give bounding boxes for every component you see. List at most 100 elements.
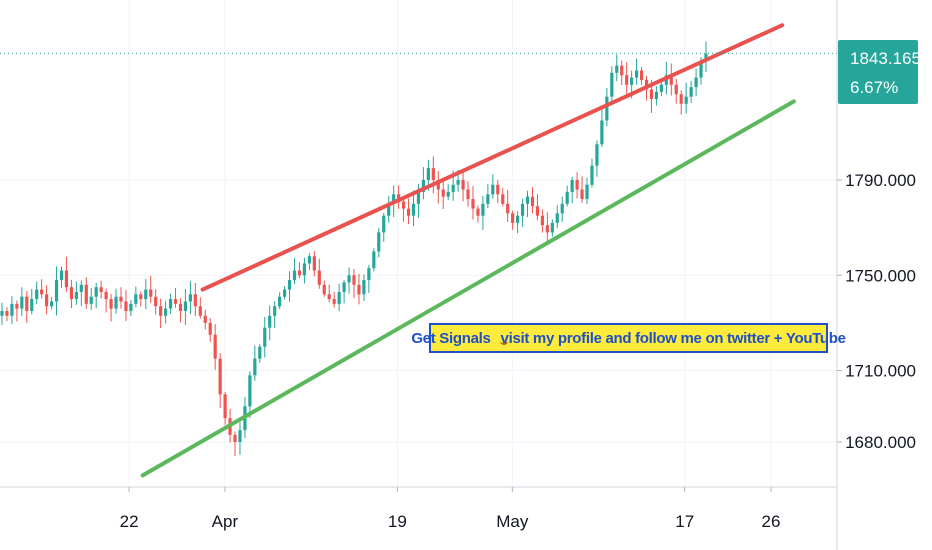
time-axis[interactable]: 22 Apr 19 May 17 26	[120, 487, 781, 531]
candle-body	[674, 84, 678, 95]
candle-body	[377, 232, 381, 252]
candle-body	[69, 287, 74, 300]
candle-body	[570, 180, 574, 192]
last-price-badge: 1843.165 6.67%	[838, 40, 921, 104]
candle-body	[347, 275, 351, 283]
candle-body	[654, 91, 659, 100]
candle-body	[307, 256, 311, 264]
candle-body	[79, 284, 83, 292]
candle-body	[367, 268, 371, 281]
candle-body	[605, 96, 609, 121]
last-price-badge-bg	[838, 40, 918, 104]
support-trendline	[140, 99, 796, 478]
candle-body	[476, 208, 480, 216]
candle-body	[555, 213, 559, 223]
candle-body	[694, 77, 698, 88]
candle-body	[223, 394, 227, 419]
candle-body	[401, 201, 406, 209]
candle-body	[0, 311, 4, 316]
candle-body	[268, 315, 272, 328]
candle-body	[530, 196, 535, 207]
candle-body	[20, 296, 24, 309]
candle-body	[134, 294, 138, 304]
time-tick-label: May	[496, 512, 529, 531]
candle-body	[520, 203, 525, 216]
banner-text-part1: Get Signals	[411, 329, 491, 347]
candle-body	[35, 289, 39, 300]
candle-body	[208, 322, 212, 335]
candle-body	[292, 270, 297, 281]
candle-body	[669, 75, 673, 85]
candle-body	[436, 180, 440, 190]
candle-body	[392, 194, 396, 204]
signals-banner: Get Signals visit my profile and follow …	[411, 323, 846, 353]
candle-body	[496, 184, 500, 195]
candle-body	[471, 199, 475, 209]
candle-body	[64, 270, 69, 288]
candle-body	[406, 208, 411, 216]
candle-body	[45, 294, 49, 307]
time-tick-label: Apr	[212, 512, 239, 531]
candle-body	[649, 89, 654, 100]
candle-body	[352, 275, 356, 285]
candle-body	[704, 53, 708, 61]
candle-body	[198, 306, 202, 316]
candle-body	[506, 203, 510, 214]
candle-body	[441, 189, 445, 197]
candle-body	[59, 270, 64, 281]
candle-body	[89, 296, 93, 304]
candle-body	[337, 291, 341, 304]
candle-body	[689, 87, 693, 97]
candle-body	[545, 225, 549, 233]
price-tick-label: 1790.000	[845, 171, 916, 190]
candle-body	[387, 203, 391, 216]
candle-body	[491, 184, 495, 195]
candle-body	[218, 358, 222, 395]
candle-body	[456, 180, 460, 185]
candle-body	[263, 327, 267, 347]
candle-body	[10, 303, 14, 316]
candle-body	[253, 358, 257, 376]
candle-body	[297, 270, 302, 276]
candle-body	[600, 120, 604, 145]
candle-body	[451, 184, 455, 192]
candle-body	[154, 296, 158, 307]
candle-body	[550, 222, 554, 233]
candle-body	[327, 294, 331, 300]
candle-body	[203, 315, 207, 323]
candle-body	[357, 284, 361, 295]
candle-body	[679, 94, 683, 104]
time-tick-label: 26	[762, 512, 781, 531]
candles	[0, 41, 708, 457]
price-axis[interactable]: 1790.000 1750.000 1710.000 1680.000	[837, 171, 916, 452]
candle-body	[540, 215, 544, 226]
price-tick-label: 1750.000	[845, 266, 916, 285]
candle-body	[644, 79, 649, 90]
candle-body	[620, 65, 624, 76]
candle-body	[426, 168, 430, 180]
candle-body	[40, 289, 44, 295]
candle-body	[173, 299, 178, 304]
time-tick-label: 17	[675, 512, 694, 531]
candle-body	[84, 284, 88, 304]
candle-body	[213, 334, 217, 359]
candle-body	[466, 189, 470, 200]
candle-body	[634, 70, 639, 78]
candle-body	[109, 299, 113, 309]
candle-body	[278, 296, 282, 307]
candle-body	[129, 303, 133, 311]
candle-body	[565, 191, 569, 204]
candle-body	[139, 294, 143, 300]
candle-body	[580, 189, 584, 200]
candle-body	[15, 303, 19, 309]
candle-body	[362, 280, 366, 295]
candle-body	[159, 306, 163, 316]
candle-body	[461, 180, 465, 190]
trendlines	[140, 23, 796, 478]
candle-body	[54, 280, 59, 302]
candle-body	[273, 306, 277, 316]
candle-body	[168, 299, 173, 309]
candle-body	[124, 301, 128, 311]
candle-body	[312, 256, 316, 271]
